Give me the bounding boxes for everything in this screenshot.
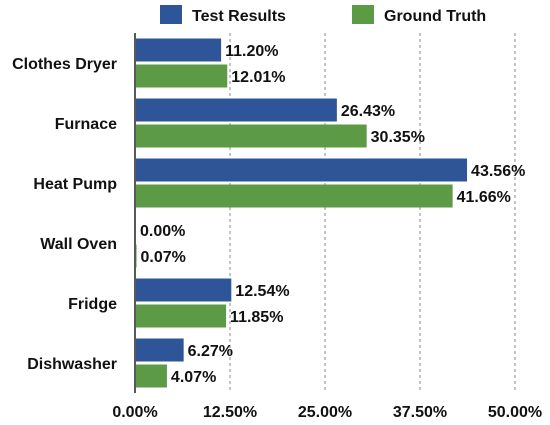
bar-value-label: 26.43% bbox=[341, 103, 395, 120]
bar-value-label: 41.66% bbox=[457, 189, 511, 206]
category-label: Fridge bbox=[68, 296, 117, 313]
bar-value-label: 12.01% bbox=[231, 69, 285, 86]
category-label: Clothes Dryer bbox=[12, 56, 117, 73]
x-tick-label: 37.50% bbox=[393, 404, 447, 421]
bar-ground-truth bbox=[136, 64, 228, 88]
bar-ground-truth bbox=[136, 124, 367, 148]
x-tick-label: 50.00% bbox=[488, 404, 542, 421]
bar-test-results bbox=[136, 278, 232, 302]
legend-label: Test Results bbox=[192, 8, 286, 25]
bar-ground-truth bbox=[136, 304, 227, 328]
bar-ground-truth bbox=[136, 364, 167, 388]
bar-value-label: 43.56% bbox=[471, 163, 525, 180]
bar-value-label: 12.54% bbox=[235, 283, 289, 300]
bar-value-label: 0.00% bbox=[140, 223, 185, 240]
bar-ground-truth bbox=[136, 244, 137, 268]
bars bbox=[136, 38, 468, 388]
bar-value-label: 0.07% bbox=[141, 249, 186, 266]
x-tick-label: 25.00% bbox=[298, 404, 352, 421]
category-label: Dishwasher bbox=[27, 356, 117, 373]
category-label: Furnace bbox=[55, 116, 117, 133]
legend-swatch bbox=[160, 5, 182, 24]
bar-test-results bbox=[136, 338, 184, 362]
legend: Test Results Ground Truth bbox=[160, 5, 486, 25]
category-label: Wall Oven bbox=[40, 236, 117, 253]
x-tick-label: 12.50% bbox=[203, 404, 257, 421]
bar-value-label: 4.07% bbox=[171, 369, 216, 386]
x-tick-label: 0.00% bbox=[112, 404, 157, 421]
bar-test-results bbox=[136, 38, 222, 62]
bar-value-label: 11.20% bbox=[225, 43, 278, 60]
x-axis-tick-labels: 0.00% 12.50% 25.00% 37.50% 50.00% bbox=[112, 404, 542, 421]
grid-lines bbox=[229, 33, 516, 393]
bar-test-results bbox=[136, 98, 337, 122]
legend-label: Ground Truth bbox=[384, 8, 486, 25]
bar-ground-truth bbox=[136, 184, 453, 208]
legend-swatch bbox=[352, 5, 374, 24]
bar-value-label: 30.35% bbox=[371, 129, 425, 146]
bar-test-results bbox=[136, 158, 468, 182]
value-labels: 11.20% 12.01% 26.43% 30.35% 43.56% 41.66% 0.00… bbox=[140, 43, 525, 386]
bar-value-label: 6.27% bbox=[188, 343, 233, 360]
category-labels: Clothes Dryer Furnace Heat Pump Wall Oven Fr… bbox=[12, 56, 117, 373]
bar-value-label: 11.85% bbox=[230, 309, 283, 326]
category-label: Heat Pump bbox=[33, 176, 117, 193]
